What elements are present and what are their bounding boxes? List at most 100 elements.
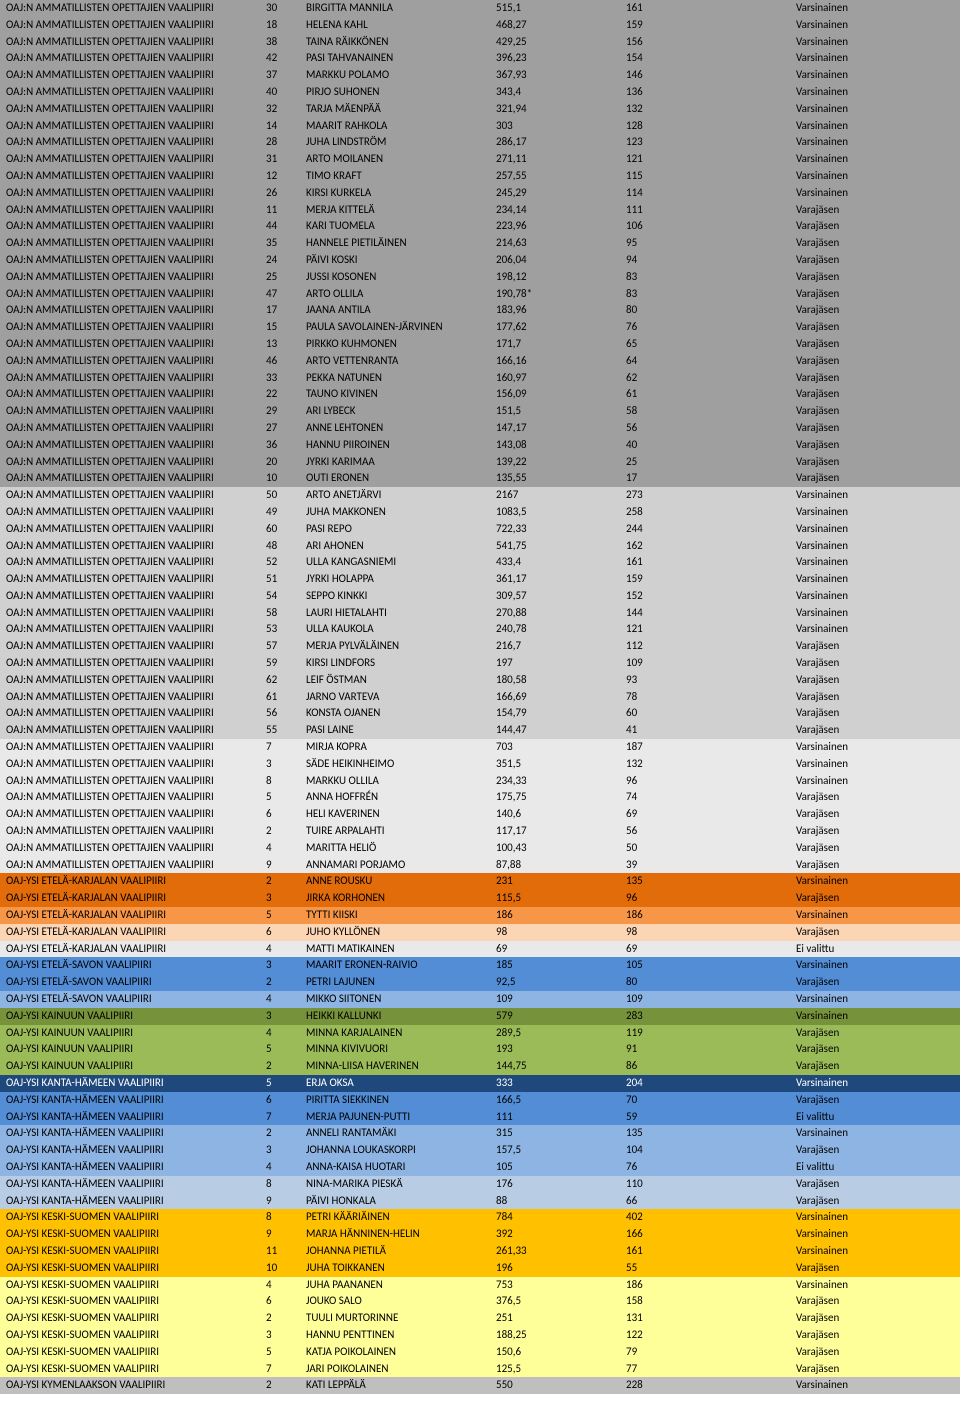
cell-c1: OAJ:N AMMATILLISTEN OPETTAJIEN VAALIPIIR… <box>0 504 266 521</box>
cell-c3: PIRKKO KUHMONEN <box>306 336 496 353</box>
cell-c2: 2 <box>266 1058 306 1075</box>
cell-c1: OAJ-YSI KANTA-HÄMEEN VAALIPIIRI <box>0 1125 266 1142</box>
cell-c4: 753 <box>496 1277 626 1294</box>
cell-c5: 64 <box>626 353 796 370</box>
cell-c5: 74 <box>626 789 796 806</box>
cell-c2: 7 <box>266 1361 306 1378</box>
table-row: OAJ:N AMMATILLISTEN OPETTAJIEN VAALIPIIR… <box>0 605 960 622</box>
cell-c5: 66 <box>626 1193 796 1210</box>
cell-c5: 70 <box>626 1092 796 1109</box>
table-row: OAJ:N AMMATILLISTEN OPETTAJIEN VAALIPIIR… <box>0 773 960 790</box>
cell-c4: 303 <box>496 118 626 135</box>
table-row: OAJ-YSI KESKI-SUOMEN VAALIPIIRI10JUHA TO… <box>0 1260 960 1277</box>
cell-c5: 78 <box>626 689 796 706</box>
cell-c6: Varsinainen <box>796 1377 960 1394</box>
cell-c4: 140,6 <box>496 806 626 823</box>
cell-c2: 4 <box>266 1159 306 1176</box>
cell-c5: 83 <box>626 286 796 303</box>
cell-c6: Varajäsen <box>796 974 960 991</box>
table-row: OAJ:N AMMATILLISTEN OPETTAJIEN VAALIPIIR… <box>0 638 960 655</box>
cell-c3: HANNU PIIROINEN <box>306 437 496 454</box>
cell-c2: 4 <box>266 991 306 1008</box>
cell-c6: Varsinainen <box>796 0 960 17</box>
cell-c2: 56 <box>266 705 306 722</box>
table-row: OAJ-YSI ETELÄ-SAVON VAALIPIIRI4MIKKO SII… <box>0 991 960 1008</box>
cell-c1: OAJ:N AMMATILLISTEN OPETTAJIEN VAALIPIIR… <box>0 487 266 504</box>
cell-c5: 60 <box>626 705 796 722</box>
cell-c5: 94 <box>626 252 796 269</box>
cell-c3: TARJA MÄENPÄÄ <box>306 101 496 118</box>
cell-c5: 111 <box>626 202 796 219</box>
cell-c4: 361,17 <box>496 571 626 588</box>
cell-c1: OAJ:N AMMATILLISTEN OPETTAJIEN VAALIPIIR… <box>0 336 266 353</box>
cell-c6: Varsinainen <box>796 957 960 974</box>
cell-c3: JUSSI KOSONEN <box>306 269 496 286</box>
table-row: OAJ-YSI ETELÄ-KARJALAN VAALIPIIRI3JIRKA … <box>0 890 960 907</box>
cell-c2: 58 <box>266 605 306 622</box>
cell-c3: LAURI HIETALAHTI <box>306 605 496 622</box>
cell-c4: 160,97 <box>496 370 626 387</box>
cell-c1: OAJ:N AMMATILLISTEN OPETTAJIEN VAALIPIIR… <box>0 168 266 185</box>
cell-c6: Varajäsen <box>796 319 960 336</box>
cell-c4: 98 <box>496 924 626 941</box>
cell-c1: OAJ:N AMMATILLISTEN OPETTAJIEN VAALIPIIR… <box>0 857 266 874</box>
cell-c6: Varsinainen <box>796 554 960 571</box>
cell-c2: 6 <box>266 806 306 823</box>
table-row: OAJ:N AMMATILLISTEN OPETTAJIEN VAALIPIIR… <box>0 17 960 34</box>
cell-c3: PASI TAHVANAINEN <box>306 50 496 67</box>
table-row: OAJ-YSI KANTA-HÄMEEN VAALIPIIRI3JOHANNA … <box>0 1142 960 1159</box>
cell-c1: OAJ:N AMMATILLISTEN OPETTAJIEN VAALIPIIR… <box>0 571 266 588</box>
table-row: OAJ:N AMMATILLISTEN OPETTAJIEN VAALIPIIR… <box>0 621 960 638</box>
cell-c1: OAJ:N AMMATILLISTEN OPETTAJIEN VAALIPIIR… <box>0 823 266 840</box>
cell-c5: 244 <box>626 521 796 538</box>
cell-c1: OAJ-YSI ETELÄ-KARJALAN VAALIPIIRI <box>0 890 266 907</box>
table-row: OAJ:N AMMATILLISTEN OPETTAJIEN VAALIPIIR… <box>0 168 960 185</box>
cell-c3: ARTO OLLILA <box>306 286 496 303</box>
cell-c6: Varajäsen <box>796 302 960 319</box>
table-row: OAJ-YSI KESKI-SUOMEN VAALIPIIRI11JOHANNA… <box>0 1243 960 1260</box>
cell-c3: JARNO VARTEVA <box>306 689 496 706</box>
cell-c3: MIKKO SIITONEN <box>306 991 496 1008</box>
cell-c5: 62 <box>626 370 796 387</box>
cell-c4: 550 <box>496 1377 626 1394</box>
cell-c6: Varajäsen <box>796 722 960 739</box>
cell-c3: ARTO ANETJÄRVI <box>306 487 496 504</box>
cell-c6: Varajäsen <box>796 370 960 387</box>
cell-c4: 87,88 <box>496 857 626 874</box>
cell-c5: 135 <box>626 873 796 890</box>
cell-c6: Varsinainen <box>796 588 960 605</box>
cell-c5: 115 <box>626 168 796 185</box>
table-row: OAJ:N AMMATILLISTEN OPETTAJIEN VAALIPIIR… <box>0 202 960 219</box>
cell-c2: 5 <box>266 1075 306 1092</box>
cell-c3: ARI AHONEN <box>306 538 496 555</box>
cell-c6: Varajäsen <box>796 638 960 655</box>
cell-c6: Varsinainen <box>796 521 960 538</box>
cell-c4: 151,5 <box>496 403 626 420</box>
cell-c6: Varajäsen <box>796 470 960 487</box>
cell-c2: 2 <box>266 1377 306 1394</box>
cell-c2: 52 <box>266 554 306 571</box>
cell-c2: 8 <box>266 773 306 790</box>
table-row: OAJ-YSI KESKI-SUOMEN VAALIPIIRI4JUHA PAA… <box>0 1277 960 1294</box>
cell-c3: MAARIT RAHKOLA <box>306 118 496 135</box>
cell-c2: 3 <box>266 1008 306 1025</box>
cell-c2: 29 <box>266 403 306 420</box>
cell-c1: OAJ:N AMMATILLISTEN OPETTAJIEN VAALIPIIR… <box>0 840 266 857</box>
cell-c3: JUHA PAANANEN <box>306 1277 496 1294</box>
cell-c6: Varsinainen <box>796 1209 960 1226</box>
cell-c3: JUHO KYLLÖNEN <box>306 924 496 941</box>
cell-c4: 92,5 <box>496 974 626 991</box>
cell-c4: 198,12 <box>496 269 626 286</box>
table-row: OAJ:N AMMATILLISTEN OPETTAJIEN VAALIPIIR… <box>0 386 960 403</box>
cell-c3: JYRKI HOLAPPA <box>306 571 496 588</box>
cell-c4: 190,78* <box>496 286 626 303</box>
cell-c6: Varsinainen <box>796 605 960 622</box>
table-row: OAJ-YSI KANTA-HÄMEEN VAALIPIIRI2ANNELI R… <box>0 1125 960 1142</box>
cell-c6: Varajäsen <box>796 386 960 403</box>
cell-c4: 180,58 <box>496 672 626 689</box>
cell-c3: ARTO MOILANEN <box>306 151 496 168</box>
cell-c4: 309,57 <box>496 588 626 605</box>
cell-c3: ANNE ROUSKU <box>306 873 496 890</box>
cell-c1: OAJ-YSI KESKI-SUOMEN VAALIPIIRI <box>0 1310 266 1327</box>
cell-c2: 6 <box>266 1293 306 1310</box>
